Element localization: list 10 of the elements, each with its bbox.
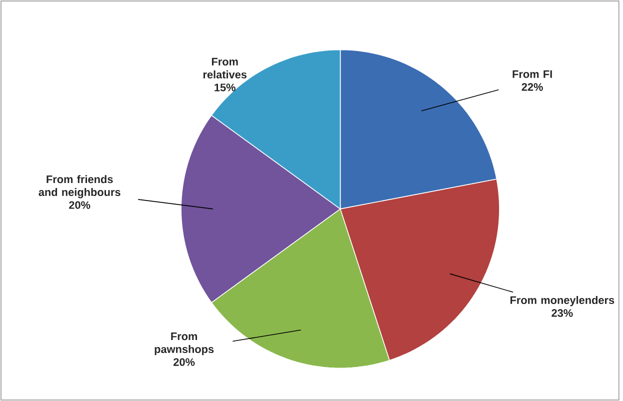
data-label: 15%	[214, 84, 236, 92]
data-label: 20%	[174, 358, 195, 366]
slice-label: From relatives	[203, 58, 247, 78]
slice-label: From moneylenders	[510, 296, 614, 306]
slice-label: From pawnshops	[154, 332, 214, 356]
data-label: 20%	[69, 201, 90, 209]
slice-label: From FI	[512, 70, 552, 78]
slice-label: From friends and neighbours	[38, 175, 120, 198]
data-label: 22%	[522, 83, 543, 91]
data-label: 23%	[552, 309, 573, 317]
